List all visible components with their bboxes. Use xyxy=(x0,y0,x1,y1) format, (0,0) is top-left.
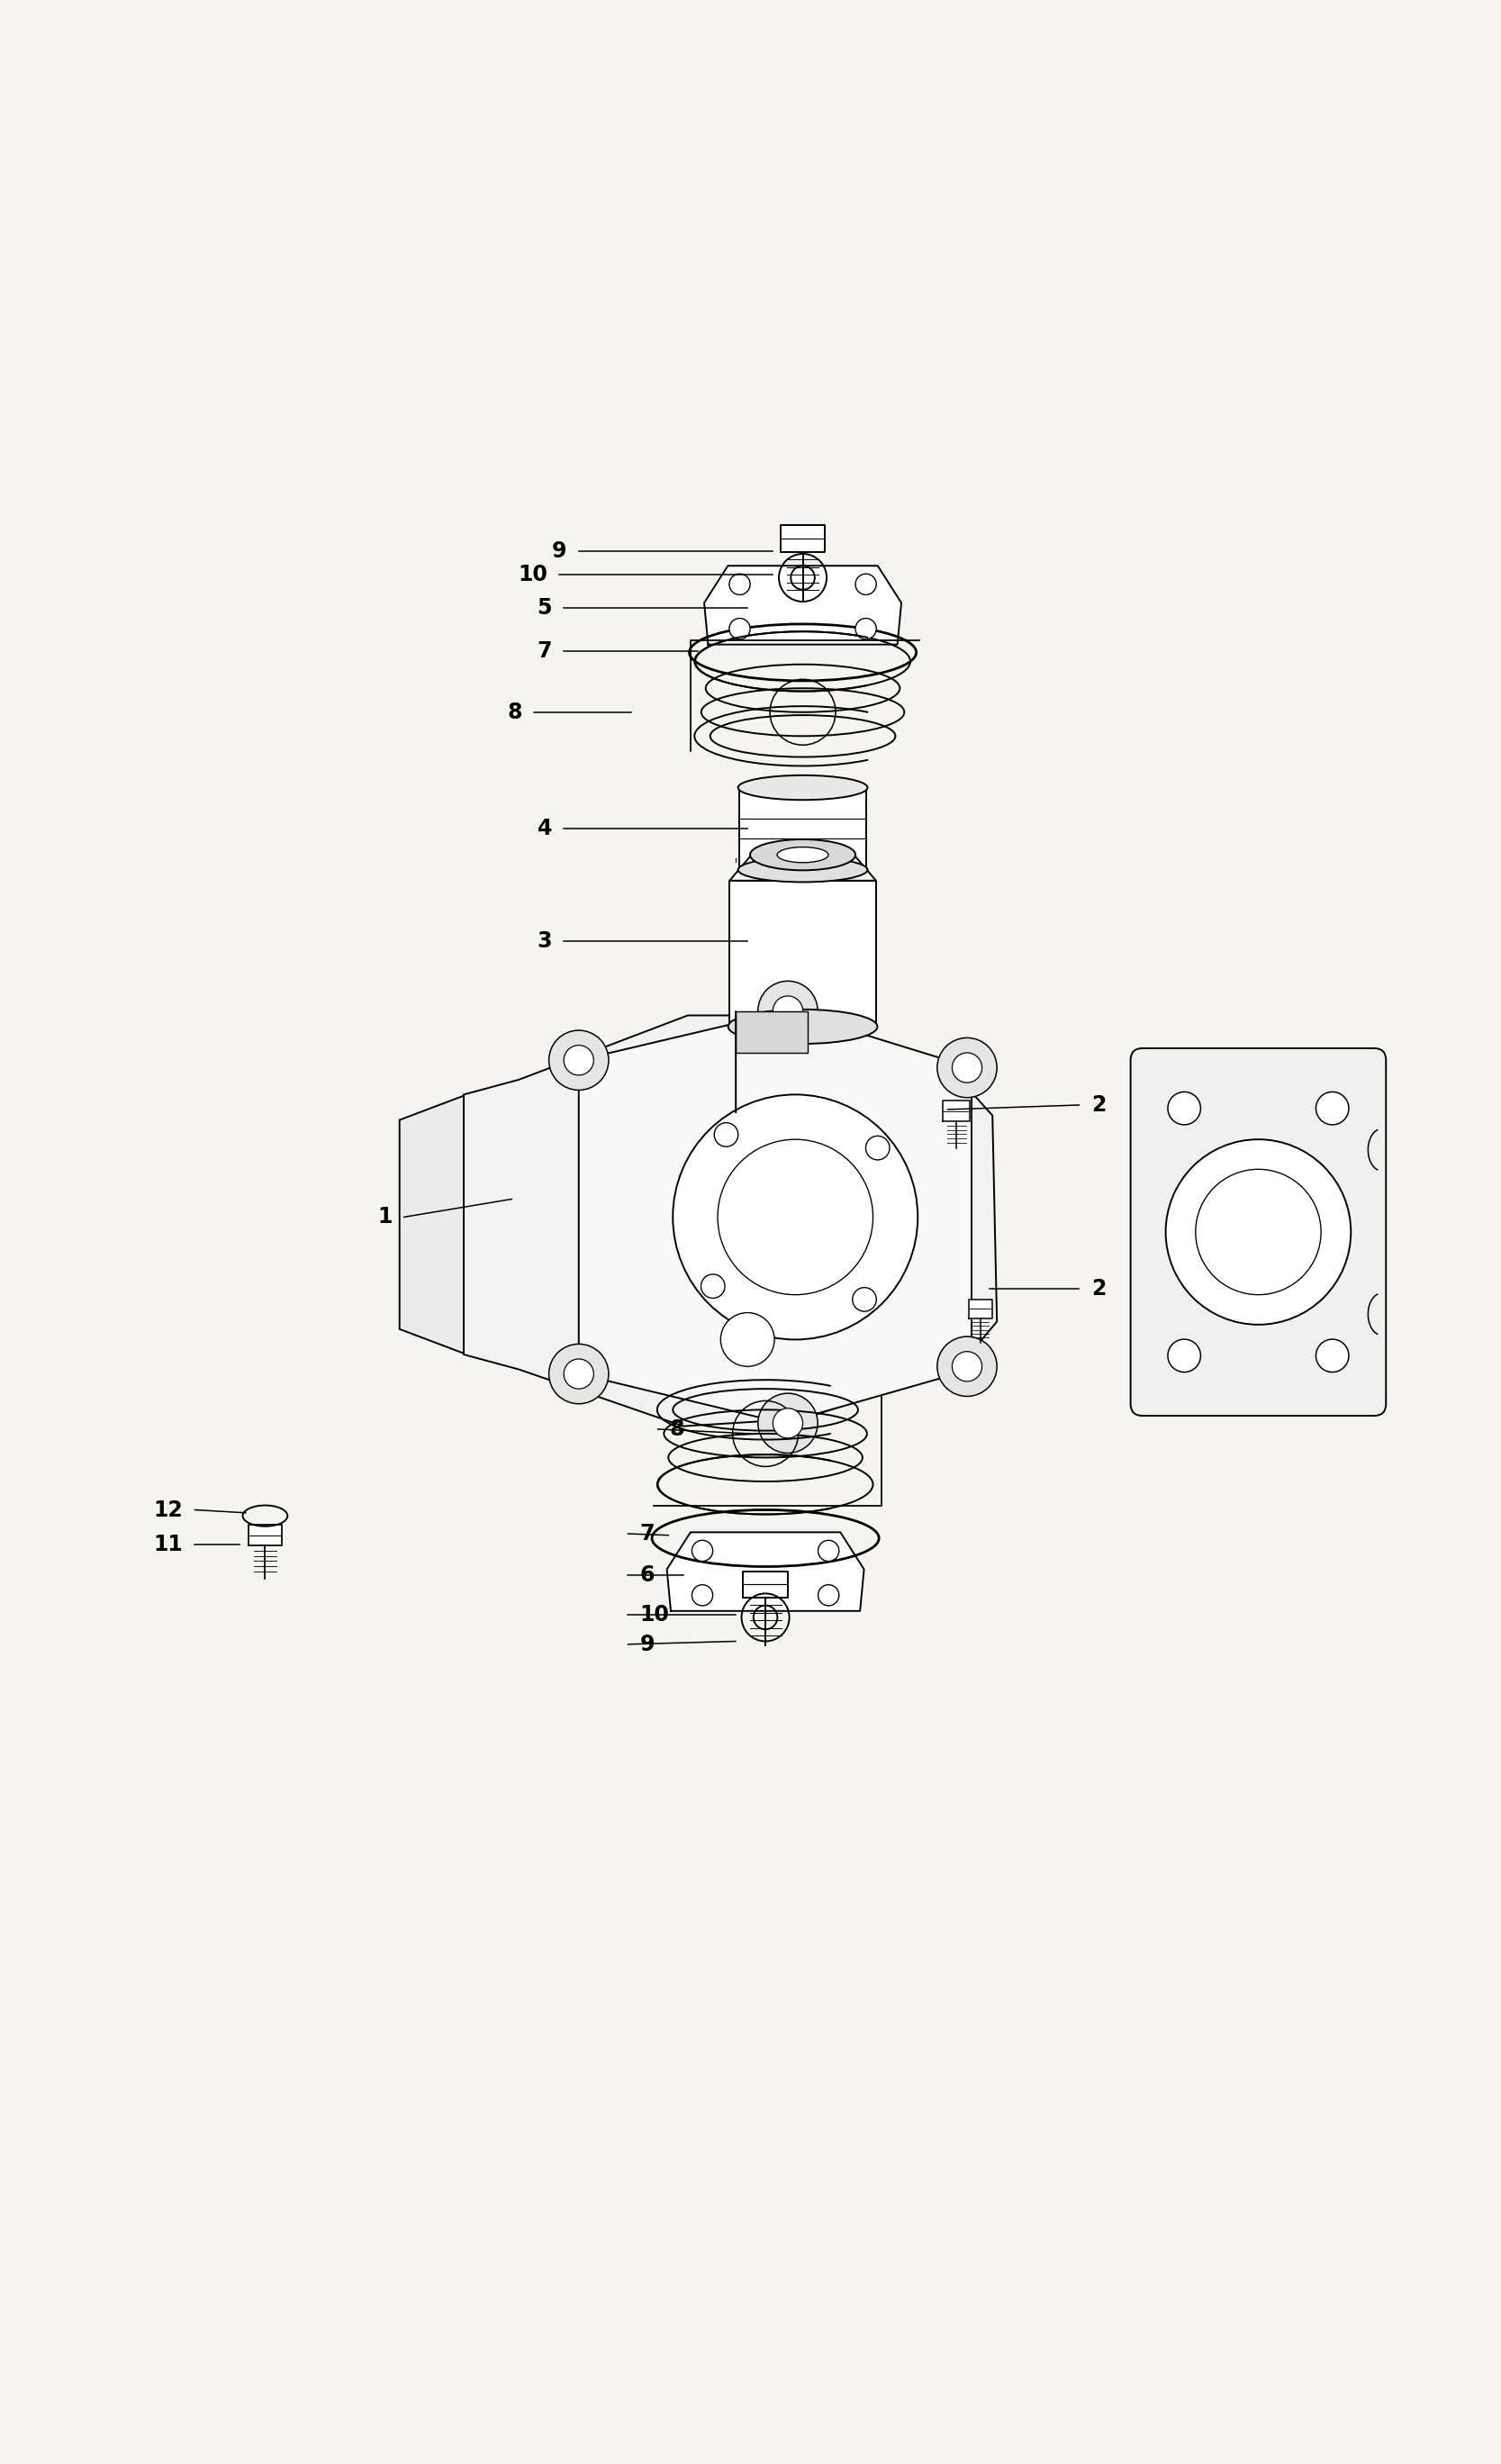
Text: 8: 8 xyxy=(669,1419,684,1439)
Circle shape xyxy=(853,1289,877,1311)
Text: 7: 7 xyxy=(537,641,552,663)
Polygon shape xyxy=(735,1010,808,1052)
Circle shape xyxy=(720,1313,775,1368)
Circle shape xyxy=(937,1335,997,1397)
Text: 12: 12 xyxy=(153,1498,183,1520)
Circle shape xyxy=(692,1540,713,1562)
Circle shape xyxy=(1166,1138,1351,1326)
Text: 10: 10 xyxy=(639,1604,669,1626)
Polygon shape xyxy=(729,880,877,1027)
Circle shape xyxy=(952,1350,982,1382)
Ellipse shape xyxy=(738,776,868,801)
Ellipse shape xyxy=(728,1010,878,1045)
Text: 3: 3 xyxy=(537,929,552,951)
Text: 1: 1 xyxy=(377,1207,392,1227)
Polygon shape xyxy=(666,1533,865,1611)
Polygon shape xyxy=(943,1101,970,1121)
Circle shape xyxy=(692,1584,713,1607)
Circle shape xyxy=(672,1094,917,1340)
Text: 7: 7 xyxy=(639,1523,654,1545)
Text: 6: 6 xyxy=(639,1565,654,1587)
Ellipse shape xyxy=(778,848,829,862)
Polygon shape xyxy=(579,1010,971,1424)
Circle shape xyxy=(564,1360,594,1390)
Circle shape xyxy=(549,1030,608,1089)
Text: 9: 9 xyxy=(552,540,567,562)
Polygon shape xyxy=(704,567,901,646)
Circle shape xyxy=(1168,1092,1201,1124)
Circle shape xyxy=(773,995,803,1025)
Circle shape xyxy=(856,574,877,594)
Circle shape xyxy=(818,1540,839,1562)
Circle shape xyxy=(818,1584,839,1607)
Ellipse shape xyxy=(738,857,868,882)
Text: 2: 2 xyxy=(1091,1279,1106,1299)
Text: 10: 10 xyxy=(518,564,548,586)
Ellipse shape xyxy=(750,840,856,870)
Polygon shape xyxy=(729,855,877,880)
Text: 2: 2 xyxy=(1091,1094,1106,1116)
Polygon shape xyxy=(781,525,826,552)
Text: 8: 8 xyxy=(507,702,522,722)
Circle shape xyxy=(714,1124,738,1146)
Polygon shape xyxy=(464,1015,997,1427)
Circle shape xyxy=(1316,1092,1349,1124)
Polygon shape xyxy=(968,1299,992,1318)
Circle shape xyxy=(549,1343,608,1404)
Polygon shape xyxy=(249,1525,282,1545)
Text: 4: 4 xyxy=(537,818,552,840)
Circle shape xyxy=(952,1052,982,1082)
Text: 11: 11 xyxy=(153,1533,183,1555)
Circle shape xyxy=(758,1392,818,1454)
Circle shape xyxy=(1168,1340,1201,1372)
Circle shape xyxy=(729,574,750,594)
Circle shape xyxy=(729,618,750,638)
Text: 5: 5 xyxy=(537,596,552,618)
Text: 9: 9 xyxy=(639,1634,654,1656)
Circle shape xyxy=(866,1136,890,1161)
FancyBboxPatch shape xyxy=(1130,1047,1385,1417)
Circle shape xyxy=(758,981,818,1040)
Circle shape xyxy=(564,1045,594,1074)
Circle shape xyxy=(937,1037,997,1096)
Circle shape xyxy=(773,1409,803,1439)
Circle shape xyxy=(701,1274,725,1299)
Polygon shape xyxy=(740,788,866,870)
Polygon shape xyxy=(399,1094,467,1355)
Circle shape xyxy=(1316,1340,1349,1372)
Circle shape xyxy=(856,618,877,638)
Polygon shape xyxy=(743,1572,788,1599)
